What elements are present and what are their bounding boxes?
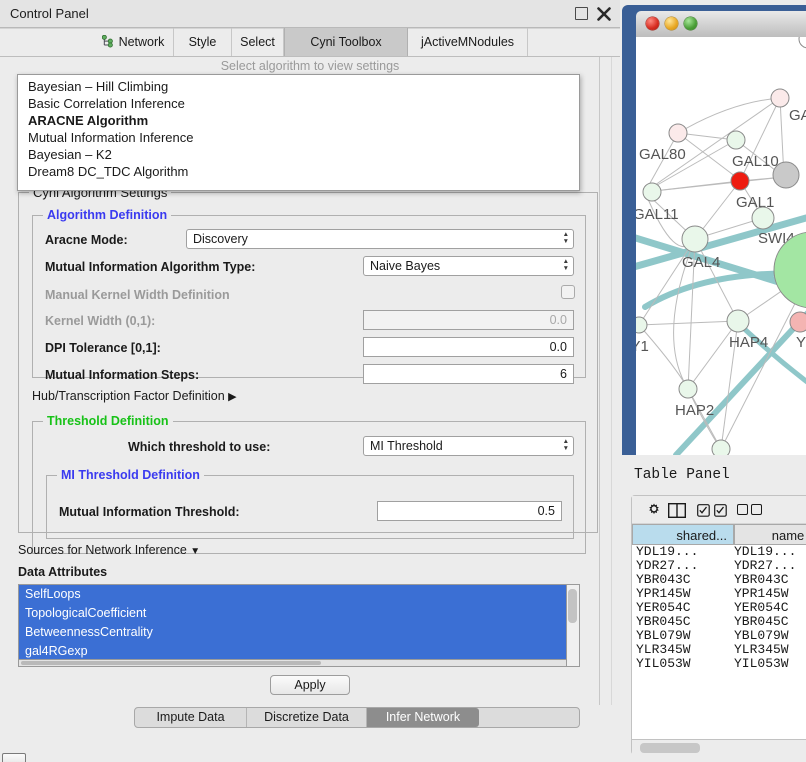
svg-text:HAP2: HAP2 bbox=[675, 402, 714, 419]
svg-text:GAL: GAL bbox=[789, 107, 806, 124]
svg-text:GAL11: GAL11 bbox=[636, 206, 679, 223]
svg-text:HAP4: HAP4 bbox=[729, 334, 768, 351]
svg-text:Y: Y bbox=[796, 334, 806, 351]
svg-text:GAL80: GAL80 bbox=[639, 146, 686, 163]
svg-text:GAL10: GAL10 bbox=[732, 153, 779, 170]
svg-text:GAL4: GAL4 bbox=[682, 254, 720, 271]
svg-text:GCY1: GCY1 bbox=[636, 338, 649, 355]
